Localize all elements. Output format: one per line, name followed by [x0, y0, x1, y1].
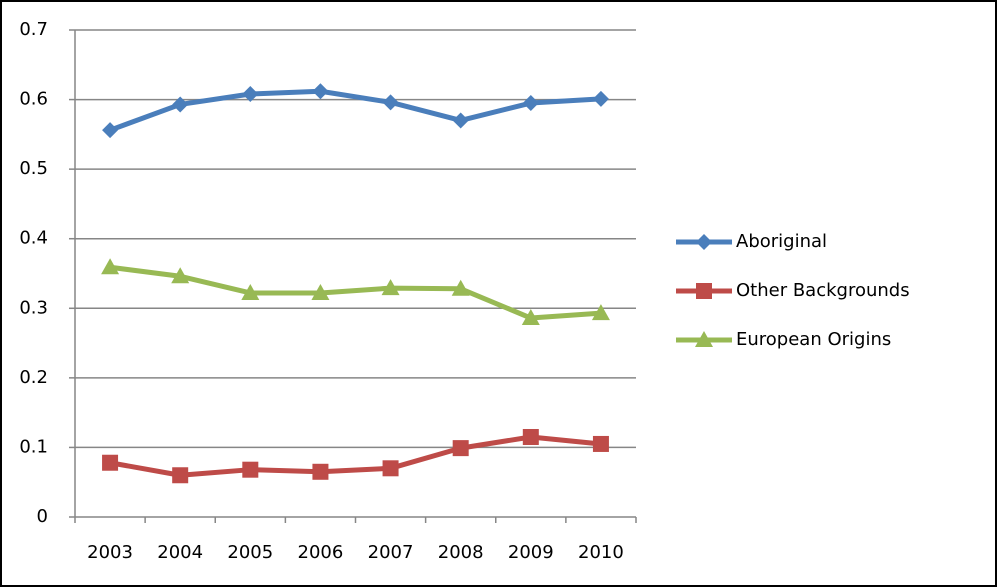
x-tick-label: 2004: [157, 542, 203, 563]
marker: [592, 435, 609, 452]
marker: [452, 112, 469, 129]
y-tick-label: 0.4: [19, 228, 48, 249]
x-tick-label: 2003: [87, 542, 133, 563]
marker: [522, 95, 539, 112]
x-tick-label: 2005: [227, 542, 273, 563]
marker: [382, 94, 399, 111]
x-tick-label: 2008: [438, 542, 484, 563]
x-tick-label: 2007: [368, 542, 414, 563]
marker: [102, 454, 119, 471]
marker: [521, 309, 540, 326]
y-tick-label: 0.2: [19, 367, 48, 388]
marker: [172, 467, 189, 484]
y-tick-label: 0.5: [19, 158, 48, 179]
y-tick-label: 0.1: [19, 436, 48, 457]
line: [109, 434, 602, 478]
marker: [311, 283, 330, 300]
marker: [242, 461, 259, 478]
line: [109, 264, 602, 321]
marker: [102, 122, 119, 139]
marker: [171, 267, 190, 284]
marker: [696, 283, 712, 299]
legend-label: European Origins: [736, 329, 891, 350]
marker: [591, 304, 610, 321]
marker: [381, 279, 400, 296]
y-tick-label: 0.7: [19, 19, 48, 40]
marker: [312, 83, 329, 100]
y-tick-label: 0.3: [19, 297, 48, 318]
marker: [696, 234, 712, 250]
marker: [522, 428, 539, 445]
marker: [172, 96, 189, 113]
marker: [241, 283, 260, 300]
marker: [242, 86, 259, 103]
y-tick-label: 0.6: [19, 89, 48, 110]
y-tick-label: 0: [37, 506, 48, 527]
marker: [452, 440, 469, 457]
x-tick-label: 2006: [298, 542, 344, 563]
legend-label: Other Backgrounds: [736, 280, 910, 301]
marker: [382, 460, 399, 477]
marker: [101, 258, 120, 275]
marker: [592, 90, 609, 107]
marker: [451, 279, 470, 296]
line: [109, 88, 602, 133]
x-tick-label: 2009: [508, 542, 554, 563]
x-tick-label: 2010: [578, 542, 624, 563]
legend-label: Aboriginal: [736, 231, 827, 252]
marker: [312, 463, 329, 480]
marker: [695, 331, 713, 347]
